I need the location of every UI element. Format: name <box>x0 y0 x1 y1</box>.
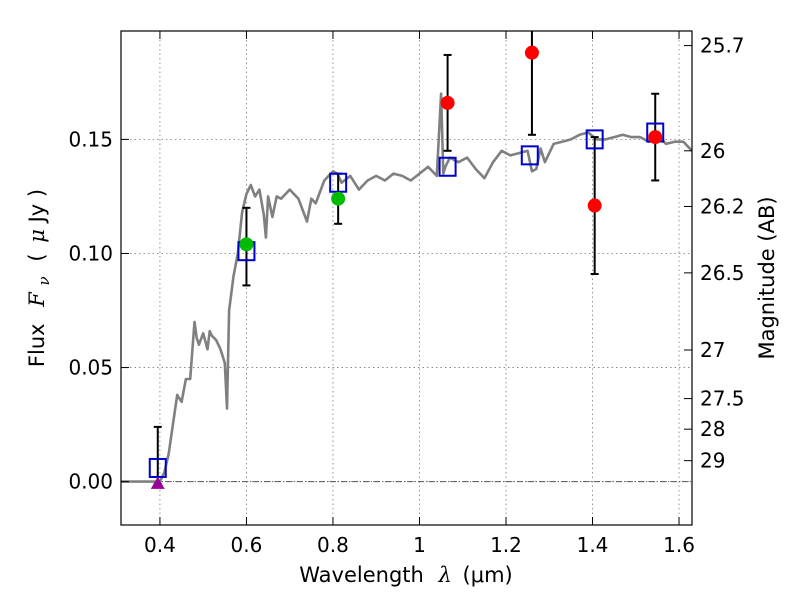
y-tick-label-1: 0.05 <box>68 356 113 380</box>
model-layer <box>121 92 692 483</box>
red-point-2 <box>587 198 602 213</box>
mag-tick-label-3: 26.5 <box>700 261 745 285</box>
x-tick-label-3: 1 <box>413 533 426 557</box>
mag-tick-label-0: 25.7 <box>700 34 745 58</box>
x-tick-label-5: 1.4 <box>577 533 609 557</box>
y-tick-label-0: 0.00 <box>68 470 113 494</box>
square-marker-3 <box>438 156 457 177</box>
grid <box>121 31 692 525</box>
green-point-0 <box>239 237 254 252</box>
plot-frame <box>120 30 693 526</box>
green-point-1 <box>331 191 346 206</box>
x-axis-label: Wavelength λ (μm) <box>299 563 512 587</box>
red-point-0 <box>440 95 455 110</box>
x-tick-label-1: 0.6 <box>231 533 263 557</box>
x-tick-label-2: 0.8 <box>317 533 349 557</box>
y-tick-label-2: 0.10 <box>68 241 113 265</box>
right-axis-label: Magnitude (AB) <box>755 196 779 359</box>
x-tick-label-6: 1.6 <box>663 533 695 557</box>
y-axis-label: Flux F ν ( μ Jy ) <box>25 189 54 367</box>
red-point-3 <box>648 130 663 145</box>
x-tick-label-4: 1.2 <box>490 533 522 557</box>
mag-tick-label-1: 26 <box>700 139 725 163</box>
mag-tick-label-6: 28 <box>700 417 725 441</box>
square-marker-4 <box>520 145 539 166</box>
mag-tick-label-5: 27.5 <box>700 387 745 411</box>
y-tick-label-3: 0.15 <box>68 127 113 151</box>
square-marker-5 <box>585 129 604 150</box>
x-tick-label-0: 0.4 <box>144 533 176 557</box>
mag-tick-label-7: 29 <box>700 449 725 473</box>
triangle-marker-0 <box>150 476 165 489</box>
axes-frame <box>120 30 693 526</box>
tick-labels: 0.4 0.6 0.8 1 1.2 1.4 1.6 0.00 0.05 0.10 0.15 25.7 2… <box>68 34 744 557</box>
model-sed-line <box>121 92 692 483</box>
points-layer <box>148 31 665 489</box>
red-point-1 <box>524 45 539 60</box>
mag-tick-label-4: 27 <box>700 338 725 362</box>
mag-tick-label-2: 26.2 <box>700 194 745 218</box>
